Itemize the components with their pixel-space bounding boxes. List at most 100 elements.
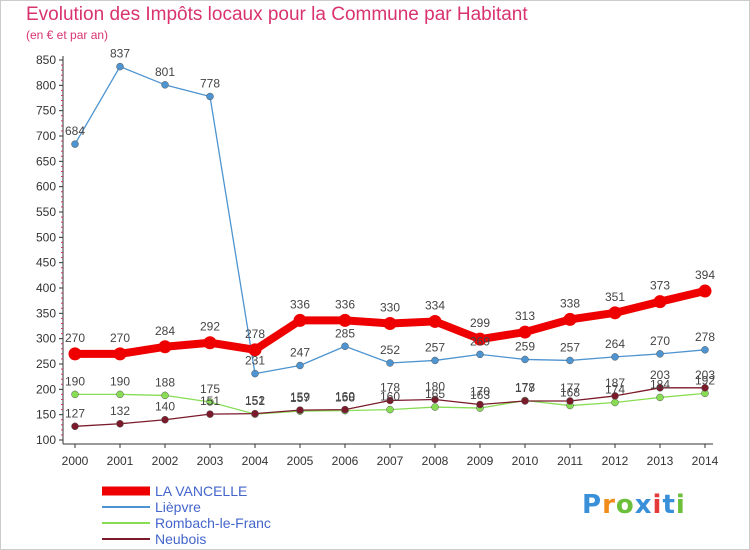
x-tick-label: 2007 [377,454,404,468]
data-point-rombach-le-franc[interactable] [611,398,619,407]
y-tick-label: 450 [36,256,56,270]
x-tick-label: 2011 [557,454,583,468]
data-point-neubois[interactable] [701,384,709,392]
logo-letter: t [662,490,676,520]
data-point-rombach-le-franc[interactable] [71,390,79,399]
x-tick-label: 2002 [152,454,179,468]
data-point-la-vancelle[interactable] [518,325,532,339]
data-label-neubois: 177 [515,381,535,395]
logo-letter: o [615,490,635,520]
data-point-rombach-le-franc[interactable] [206,398,214,406]
data-label-rombach-le-franc: 157 [290,391,310,405]
data-label-rombach-le-franc: 188 [155,375,175,389]
data-point-rombach-le-franc[interactable] [116,390,124,399]
data-point-liepvre[interactable] [431,356,439,365]
data-label-rombach-le-franc: 168 [560,386,580,400]
data-point-la-vancelle[interactable] [293,313,307,327]
data-point-liepvre[interactable] [71,140,79,148]
data-point-la-vancelle[interactable] [113,347,127,361]
data-label-rombach-le-franc: 158 [335,391,355,405]
data-point-neubois[interactable] [116,420,124,428]
series-layer [68,62,712,431]
data-point-liepvre[interactable] [566,356,574,365]
data-point-la-vancelle[interactable] [203,336,217,350]
data-label-liepvre: 778 [200,76,220,90]
data-label-neubois: 177 [560,381,580,395]
data-point-neubois[interactable] [71,422,79,431]
y-tick-label: 650 [36,154,56,168]
data-point-neubois[interactable] [566,397,574,405]
data-point-la-vancelle[interactable] [653,295,667,309]
data-point-neubois[interactable] [386,396,394,405]
data-point-la-vancelle[interactable] [338,313,352,327]
logo-letter: i [652,490,663,520]
data-point-neubois[interactable] [341,405,349,414]
data-point-liepvre[interactable] [476,350,484,359]
data-point-liepvre[interactable] [116,62,124,71]
data-label-liepvre: 264 [605,337,625,351]
data-point-neubois[interactable] [251,409,259,418]
data-point-rombach-le-franc[interactable] [431,403,439,411]
logo-letter: r [602,490,616,520]
data-point-la-vancelle[interactable] [608,306,622,320]
chart-subtitle: (en € et par an) [26,28,109,42]
data-point-neubois[interactable] [521,397,529,405]
legend-swatch-neubois [102,538,150,540]
data-point-liepvre[interactable] [341,342,349,351]
data-point-rombach-le-franc[interactable] [386,405,394,414]
legend-label: Rombach-le-Franc [155,515,271,531]
data-label-rombach-le-franc: 192 [695,373,715,387]
data-point-neubois[interactable] [476,400,484,409]
data-label-liepvre: 257 [560,340,580,354]
data-point-liepvre[interactable] [296,361,304,370]
proxiti-logo[interactable]: Proxiti [582,490,686,520]
data-label-la-vancelle: 313 [515,309,535,323]
y-tick-label: 800 [36,78,56,92]
legend-label: Neubois [155,531,207,547]
data-point-liepvre[interactable] [206,92,214,101]
data-point-liepvre[interactable] [701,346,709,354]
data-label-rombach-le-franc: 190 [110,374,130,388]
data-point-neubois[interactable] [431,395,439,404]
data-point-neubois[interactable] [161,415,169,424]
x-tick-label: 2010 [512,454,539,468]
x-tick-label: 2005 [287,454,314,468]
data-point-liepvre[interactable] [386,359,394,367]
data-label-neubois: 178 [380,380,400,394]
data-point-la-vancelle[interactable] [68,347,82,361]
data-label-liepvre: 270 [650,334,670,348]
data-point-la-vancelle[interactable] [698,284,712,298]
data-point-la-vancelle[interactable] [248,343,262,357]
data-point-la-vancelle[interactable] [383,316,397,330]
data-point-la-vancelle[interactable] [473,332,487,346]
data-label-liepvre: 837 [110,47,130,61]
data-point-liepvre[interactable] [656,350,664,358]
data-label-liepvre: 259 [515,339,535,353]
data-point-la-vancelle[interactable] [563,312,577,326]
data-label-liepvre: 278 [695,330,715,344]
data-point-neubois[interactable] [206,410,214,418]
data-point-neubois[interactable] [296,406,304,414]
data-point-rombach-le-franc[interactable] [161,391,169,400]
y-tick-label: 750 [36,104,56,118]
legend-label: LA VANCELLE [155,483,248,499]
y-tick-label: 350 [36,306,56,320]
data-point-neubois[interactable] [611,392,619,400]
data-label-liepvre: 684 [65,124,85,138]
logo-letter: P [582,490,603,520]
data-point-la-vancelle[interactable] [158,340,172,354]
data-label-neubois: 203 [695,368,715,382]
data-point-liepvre[interactable] [521,355,529,364]
data-label-la-vancelle: 330 [380,300,400,314]
data-point-liepvre[interactable] [251,369,259,378]
data-label-liepvre: 252 [380,343,400,357]
data-point-la-vancelle[interactable] [428,314,442,328]
legend-swatch-liepvre [102,506,150,508]
logo-letter: x [634,490,653,520]
data-label-la-vancelle: 334 [425,298,445,312]
data-point-neubois[interactable] [656,384,664,392]
data-point-liepvre[interactable] [611,353,619,361]
data-point-liepvre[interactable] [161,81,169,89]
data-point-rombach-le-franc[interactable] [656,393,664,402]
